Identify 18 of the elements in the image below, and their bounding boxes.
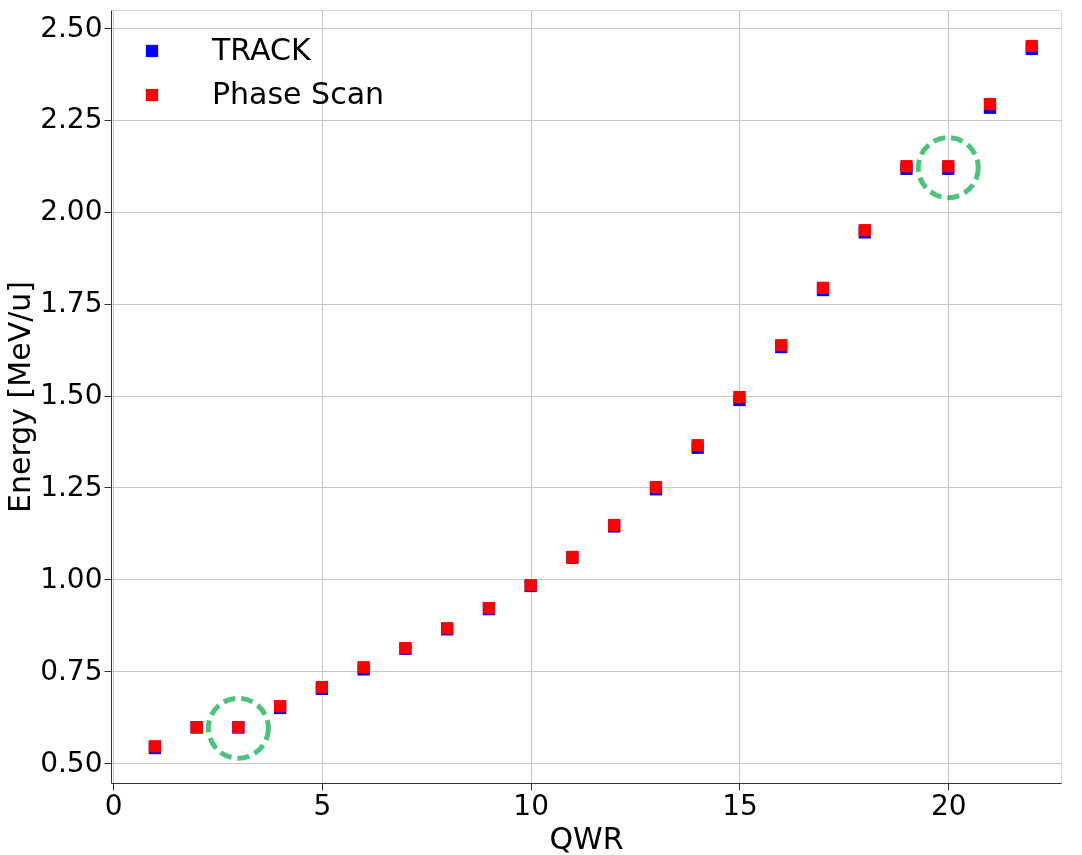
y-tick-label: 0.50 xyxy=(40,745,103,779)
y-tick-label: 2.00 xyxy=(40,194,103,228)
x-tick-label: 0 xyxy=(104,788,123,822)
y-tick-label: 2.25 xyxy=(40,102,103,136)
x-axis-title: QWR xyxy=(549,820,624,855)
y-axis-title: Energy [MeV/u] xyxy=(2,281,38,513)
x-tick-label: 10 xyxy=(513,788,549,822)
y-tick-label: 1.00 xyxy=(40,561,103,595)
legend-label: Phase Scan xyxy=(212,76,385,111)
y-tick-label: 1.50 xyxy=(40,378,103,412)
y-tick-label: 0.75 xyxy=(40,653,103,687)
y-tick-label: 2.50 xyxy=(40,10,103,44)
y-tick-label: 1.25 xyxy=(40,469,103,503)
x-tick-label: 20 xyxy=(930,788,967,822)
x-tick-label: 15 xyxy=(722,788,758,822)
x-tick-label: 5 xyxy=(313,788,332,822)
legend-label: TRACK xyxy=(211,32,312,67)
y-tick-label: 1.75 xyxy=(40,286,103,320)
